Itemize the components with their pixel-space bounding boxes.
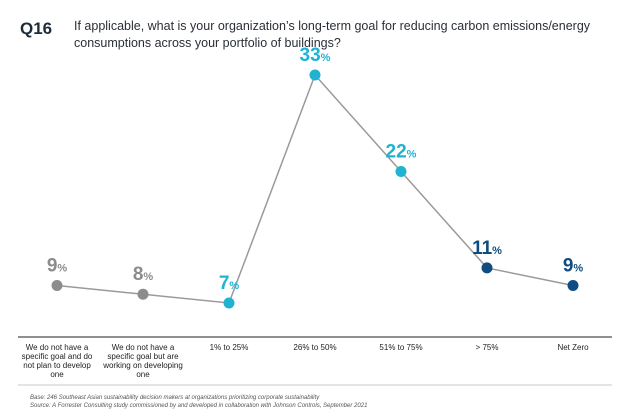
data-point [51,279,63,291]
data-point [395,165,407,177]
data-label: 7% [219,273,240,294]
data-label: 8% [133,264,154,285]
question-text: If applicable, what is your organization… [74,19,591,50]
x-tick-label: 1% to 25% [209,343,249,352]
question-number: Q16 [20,19,53,38]
data-label: 22% [386,141,417,162]
data-label: 33% [300,45,331,66]
data-label: 9% [47,255,68,276]
base-footnote: Base: 246 Southeast Asian sustainability… [30,395,320,401]
data-point [481,262,493,274]
x-tick-label: > 75% [475,343,499,352]
data-label: 9% [563,255,584,276]
source-footnote: Source: A Forrester Consulting study com… [30,403,368,409]
data-point [223,297,235,309]
x-tick-label: Net Zero [557,343,589,352]
x-tick-label: We do not have a specific goal and do no… [21,343,93,379]
x-tick-label: We do not have a specific goal but are w… [103,343,183,379]
x-tick-label: 26% to 50% [293,343,337,352]
data-point [137,288,149,300]
data-point [567,279,579,291]
x-tick-label: 51% to 75% [379,343,423,352]
data-label: 11% [472,238,502,259]
data-point [309,69,321,81]
